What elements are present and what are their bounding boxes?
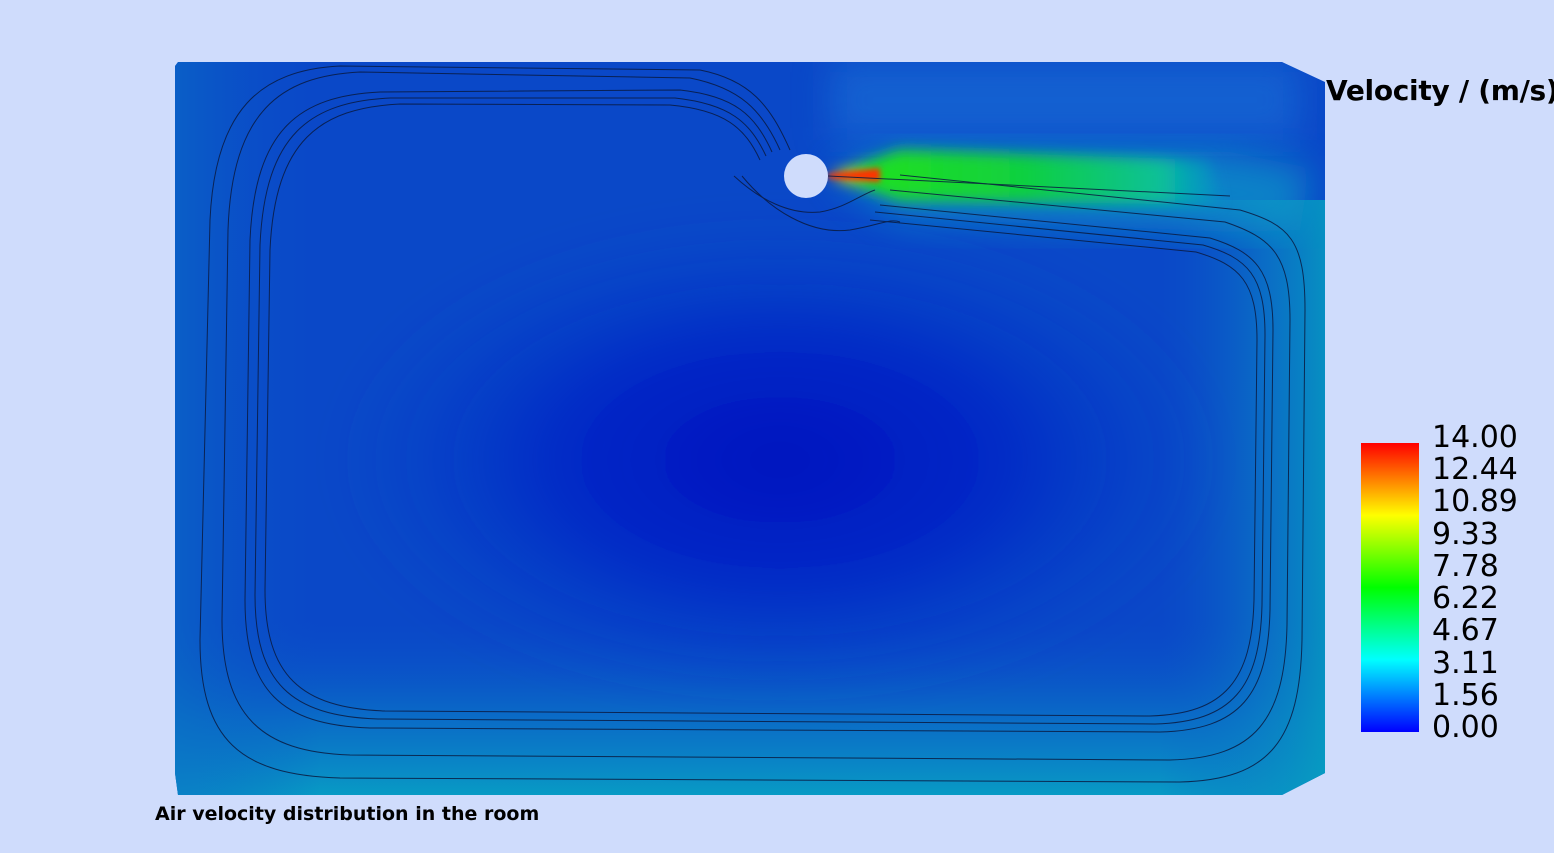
- streamline: [199, 65, 1306, 783]
- colorbar-tick-label: 9.33: [1432, 516, 1499, 552]
- room-domain: [175, 62, 1325, 795]
- streamline: [264, 103, 1258, 717]
- streamline: [221, 71, 1291, 761]
- colorbar-tick-label: 3.11: [1432, 645, 1499, 681]
- inlet-jet: [828, 150, 1220, 205]
- colorbar-tick-label: 0.00: [1432, 710, 1499, 745]
- streamline: [733, 175, 876, 213]
- colorbar-tick-label: 4.67: [1432, 613, 1499, 649]
- low-velocity-core: [340, 220, 1220, 700]
- figure-caption: Air velocity distribution in the room: [155, 803, 540, 825]
- colorbar-tick-label: 14.00: [1432, 420, 1518, 455]
- streamlines: [199, 65, 1306, 783]
- colorbar-tick-label: 10.89: [1432, 484, 1518, 520]
- left-wall-flow-band: [175, 62, 320, 795]
- streamline: [741, 175, 901, 232]
- inlet-opening: [784, 154, 828, 198]
- colorbar-tick-label: 6.22: [1432, 581, 1499, 617]
- streamline: [254, 97, 1266, 725]
- upper-recirculation-zone: [830, 62, 1300, 140]
- streamline: [244, 89, 1274, 733]
- colorbar-tick-label: 12.44: [1432, 452, 1518, 488]
- jet-core-hot: [828, 168, 880, 182]
- legend-title: Velocity / (m/s): [1326, 74, 1554, 107]
- streamline: [827, 175, 1231, 197]
- colorbar: [1361, 443, 1419, 732]
- colorbar-tick-label: 7.78: [1432, 548, 1499, 584]
- colorbar-tick-label: 1.56: [1432, 677, 1499, 713]
